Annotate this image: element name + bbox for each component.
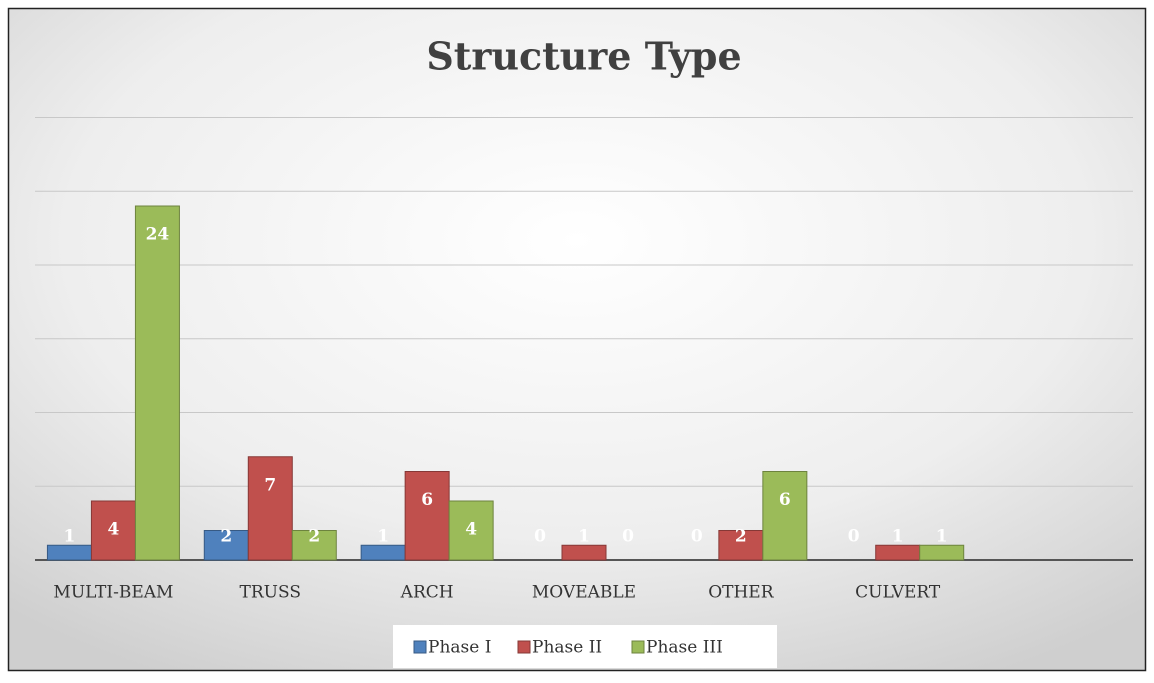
data-label: 24: [146, 225, 170, 245]
x-tick-label: OTHER: [708, 583, 775, 603]
bar: [919, 544, 965, 561]
legend-label: Phase II: [532, 638, 602, 658]
x-tick-label: TRUSS: [240, 583, 301, 603]
data-label: 1: [377, 527, 389, 547]
data-label: 2: [735, 527, 747, 547]
data-label: 1: [892, 527, 904, 547]
data-label: 1: [936, 527, 948, 547]
legend-label: Phase I: [428, 638, 491, 658]
data-label: 1: [578, 527, 590, 547]
data-label: 7: [264, 475, 276, 495]
bar: [46, 544, 92, 561]
x-tick-label: MOVEABLE: [532, 583, 636, 603]
x-tick-label: ARCH: [400, 583, 454, 603]
bar: [291, 530, 337, 561]
bar: [875, 544, 921, 561]
data-label: 6: [779, 490, 791, 510]
data-label: 0: [622, 527, 634, 547]
data-label: 0: [534, 527, 546, 547]
data-label: 0: [691, 527, 703, 547]
legend-swatch: [413, 640, 427, 654]
data-label: 2: [308, 527, 320, 547]
data-label: 1: [64, 527, 76, 547]
bar: [134, 205, 180, 561]
data-label: 4: [108, 520, 120, 540]
data-label: 0: [848, 527, 860, 547]
data-label: 6: [421, 490, 433, 510]
bar: [448, 500, 494, 561]
legend-box: [393, 625, 777, 668]
bar: [718, 530, 764, 561]
bar: [762, 471, 808, 561]
bar: [203, 530, 249, 561]
legend-swatch: [517, 640, 531, 654]
legend-swatch: [631, 640, 645, 654]
x-tick-label: MULTI-BEAM: [53, 583, 173, 603]
legend-label: Phase III: [646, 638, 723, 658]
bar: [404, 471, 450, 561]
data-label: 4: [465, 520, 477, 540]
chart-title: Structure Type: [426, 34, 741, 79]
bar: [561, 544, 607, 561]
bar: [360, 544, 406, 561]
bar: [90, 500, 136, 561]
x-tick-label: CULVERT: [855, 583, 941, 603]
bar: [247, 456, 293, 561]
data-label: 2: [220, 527, 232, 547]
